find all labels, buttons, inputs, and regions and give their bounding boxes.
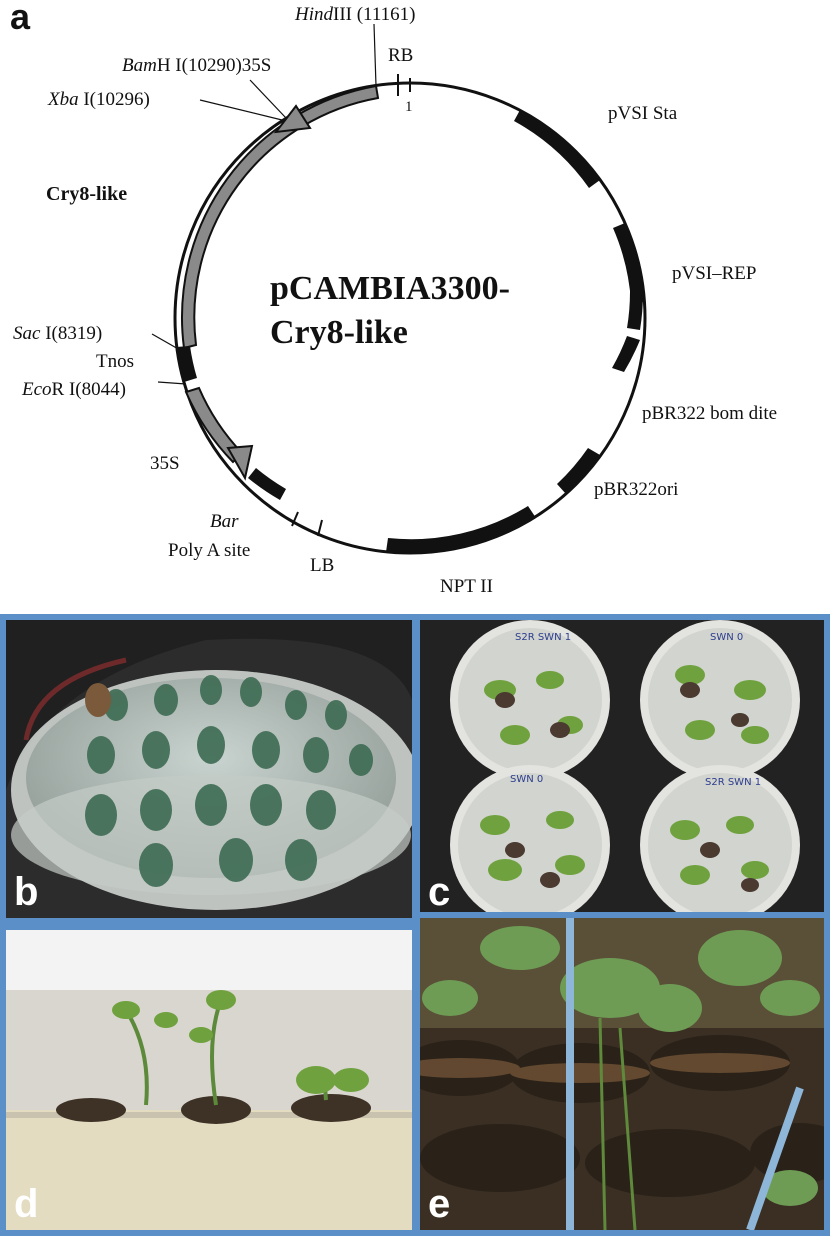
sac-leader — [151, 333, 181, 351]
tnos-label: Tnos — [96, 351, 134, 372]
petri-dish-explants-image — [6, 620, 412, 918]
dish-label-tl: S2R SWN 1 — [515, 632, 571, 643]
bar-segment — [248, 468, 286, 500]
bam-leader — [249, 79, 287, 119]
panel-c-label: c — [428, 870, 451, 914]
dish-top-left — [450, 620, 610, 780]
cry8-like-label: Cry8-like — [46, 183, 128, 205]
tnos-segment — [176, 346, 197, 382]
npt-ii-segment — [386, 506, 536, 554]
cry8-arrowhead — [273, 104, 312, 134]
plasmid-map — [151, 23, 647, 555]
pbr322-bom-label: pBR322 bom dite — [642, 403, 778, 424]
panel-d-label: d — [14, 1182, 39, 1226]
hind-leader — [373, 23, 377, 87]
panel-a-label: a — [10, 0, 31, 37]
dish-label-tr: SWN 0 — [710, 632, 743, 643]
position-1-label: 1 — [405, 99, 413, 115]
lb-tick-2 — [317, 519, 323, 537]
dish-label-bl: SWN 0 — [510, 774, 543, 785]
photo-panel-b: b — [0, 614, 418, 924]
npt-ii-label: NPT II — [440, 576, 493, 597]
xba-i-label: Xba I(10296) — [48, 89, 150, 110]
xba-leader — [199, 99, 283, 121]
plasmid-title-line1: pCAMBIA3300- — [270, 270, 510, 307]
eco-leader — [157, 381, 187, 385]
lb-tick-1 — [291, 511, 299, 527]
photo-panel-e: e — [414, 912, 830, 1236]
dish-bottom-right — [640, 765, 800, 918]
lb-label: LB — [310, 555, 335, 576]
photo-panel-d: d — [0, 924, 418, 1236]
plasmid-title: pCAMBIA3300- Cry8-like — [270, 267, 510, 355]
four-petri-dishes-image: S2R SWN 1 SWN 0 SWN 0 S2R SWN 1 — [420, 620, 824, 918]
dish-top-right — [640, 620, 800, 780]
dish-bottom-left — [450, 765, 610, 918]
bamh-i-label: BamH I(10290)35S — [122, 55, 272, 76]
pbr322ori-label: pBR322ori — [594, 479, 679, 500]
sac-i-label: Sac I(8319) — [13, 323, 103, 344]
bar-label: Bar — [210, 511, 239, 532]
dish-label-br: S2R SWN 1 — [705, 777, 761, 788]
plasmid-title-line2: Cry8-like — [270, 314, 408, 351]
regenerating-shoots-image — [6, 930, 412, 1230]
35s-arrowhead — [226, 444, 254, 481]
pvsi-rep-segment — [613, 223, 644, 302]
pbr322ori-segment — [557, 448, 600, 494]
hind-iii-label: HindIII (11161) — [295, 4, 416, 25]
rb-label: RB — [388, 45, 414, 66]
ecor-i-label: EcoR I(8044) — [22, 379, 126, 400]
pvsi-sta-label: pVSI Sta — [608, 103, 678, 124]
poly-a-site-label: Poly A site — [168, 540, 251, 561]
potted-soybean-plants-image — [420, 918, 824, 1230]
panel-e-label: e — [428, 1182, 451, 1226]
pbr322-bom-segment — [612, 336, 640, 372]
pvsi-rep-label: pVSI–REP — [672, 263, 757, 284]
35s-label: 35S — [150, 453, 180, 474]
photo-panel-c: S2R SWN 1 SWN 0 SWN 0 S2R SWN 1 c — [414, 614, 830, 924]
panel-b-label: b — [14, 870, 39, 914]
pvsi-sta-segment — [514, 110, 600, 188]
